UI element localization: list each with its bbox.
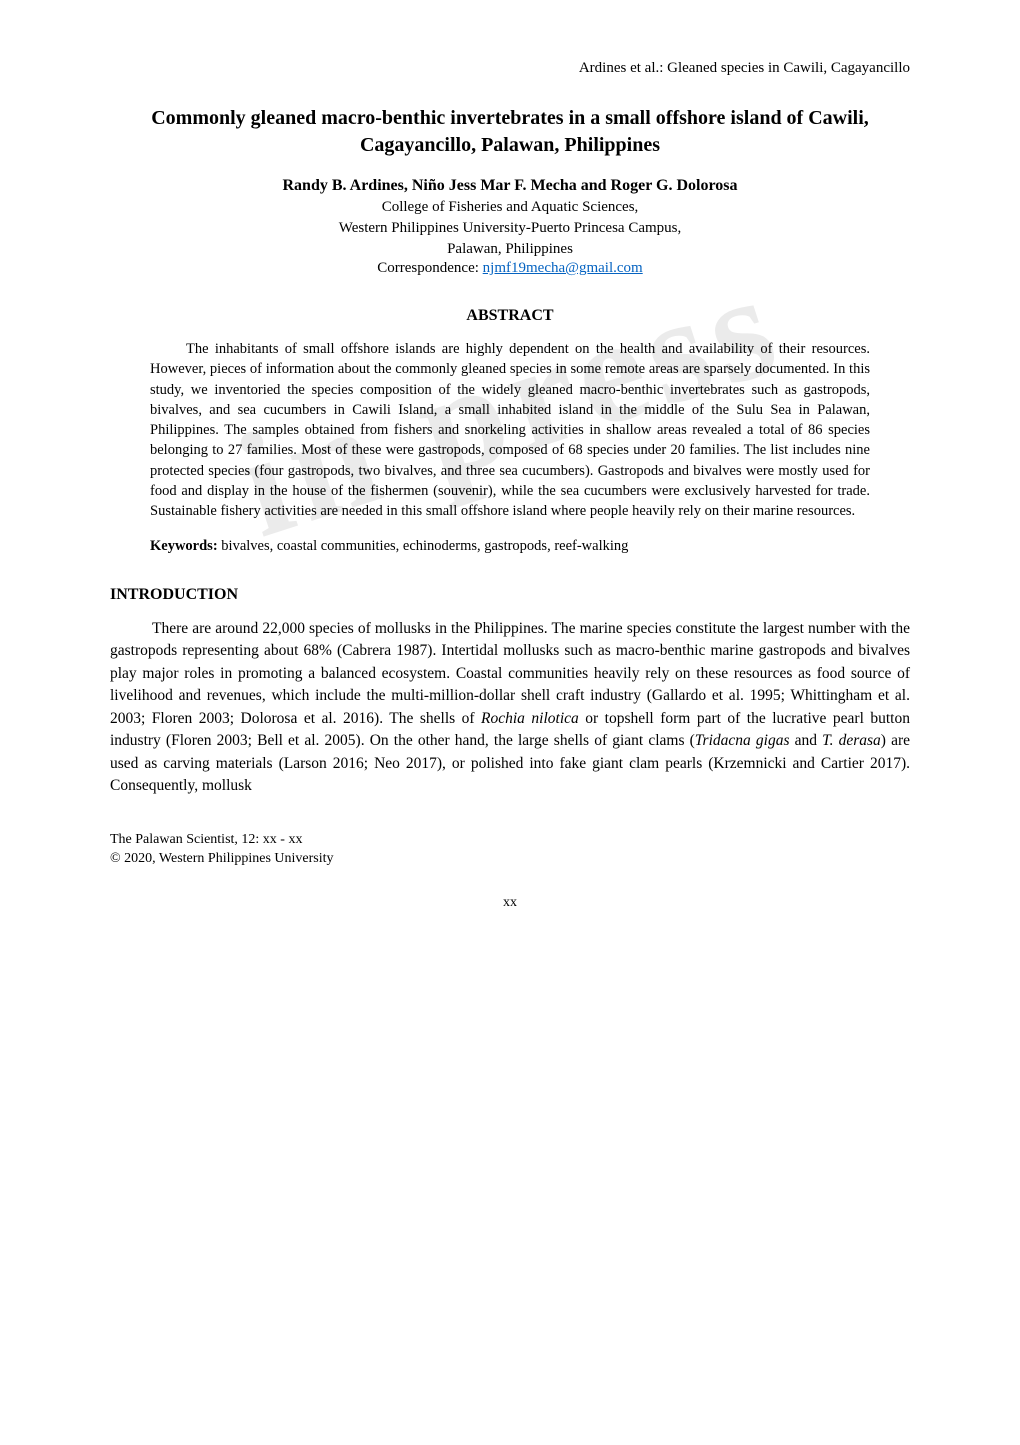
page-content: Ardines et al.: Gleaned species in Cawil… <box>110 60 910 911</box>
correspondence-label: Correspondence: <box>377 260 482 276</box>
affiliation-line-2: Western Philippines University-Puerto Pr… <box>110 218 910 239</box>
species-name-2: Tridacna gigas <box>695 732 790 749</box>
affiliation-line-1: College of Fisheries and Aquatic Science… <box>110 197 910 218</box>
keywords-text: bivalves, coastal communities, echinoder… <box>218 538 629 554</box>
page-number: xx <box>110 895 910 911</box>
introduction-paragraph: There are around 22,000 species of mollu… <box>110 618 910 798</box>
correspondence-email-link[interactable]: njmf19mecha@gmail.com <box>483 260 643 276</box>
introduction-heading: INTRODUCTION <box>110 586 910 604</box>
abstract-heading: ABSTRACT <box>110 307 910 325</box>
species-name-1: Rochia nilotica <box>481 710 579 727</box>
article-title: Commonly gleaned macro-benthic invertebr… <box>110 105 910 159</box>
page-footer: The Palawan Scientist, 12: xx - xx © 202… <box>110 830 910 869</box>
intro-text-and: and <box>790 732 823 749</box>
species-name-3: T. derasa <box>822 732 881 749</box>
correspondence: Correspondence: njmf19mecha@gmail.com <box>110 260 910 277</box>
author-names: Randy B. Ardines, Niño Jess Mar F. Mecha… <box>110 177 910 195</box>
running-head: Ardines et al.: Gleaned species in Cawil… <box>110 60 910 77</box>
abstract-text: The inhabitants of small offshore island… <box>150 339 870 522</box>
keywords: Keywords: bivalves, coastal communities,… <box>150 536 870 556</box>
footer-copyright: © 2020, Western Philippines University <box>110 849 910 869</box>
footer-journal-citation: The Palawan Scientist, 12: xx - xx <box>110 830 910 850</box>
affiliation-line-3: Palawan, Philippines <box>110 239 910 260</box>
keywords-label: Keywords: <box>150 538 218 554</box>
